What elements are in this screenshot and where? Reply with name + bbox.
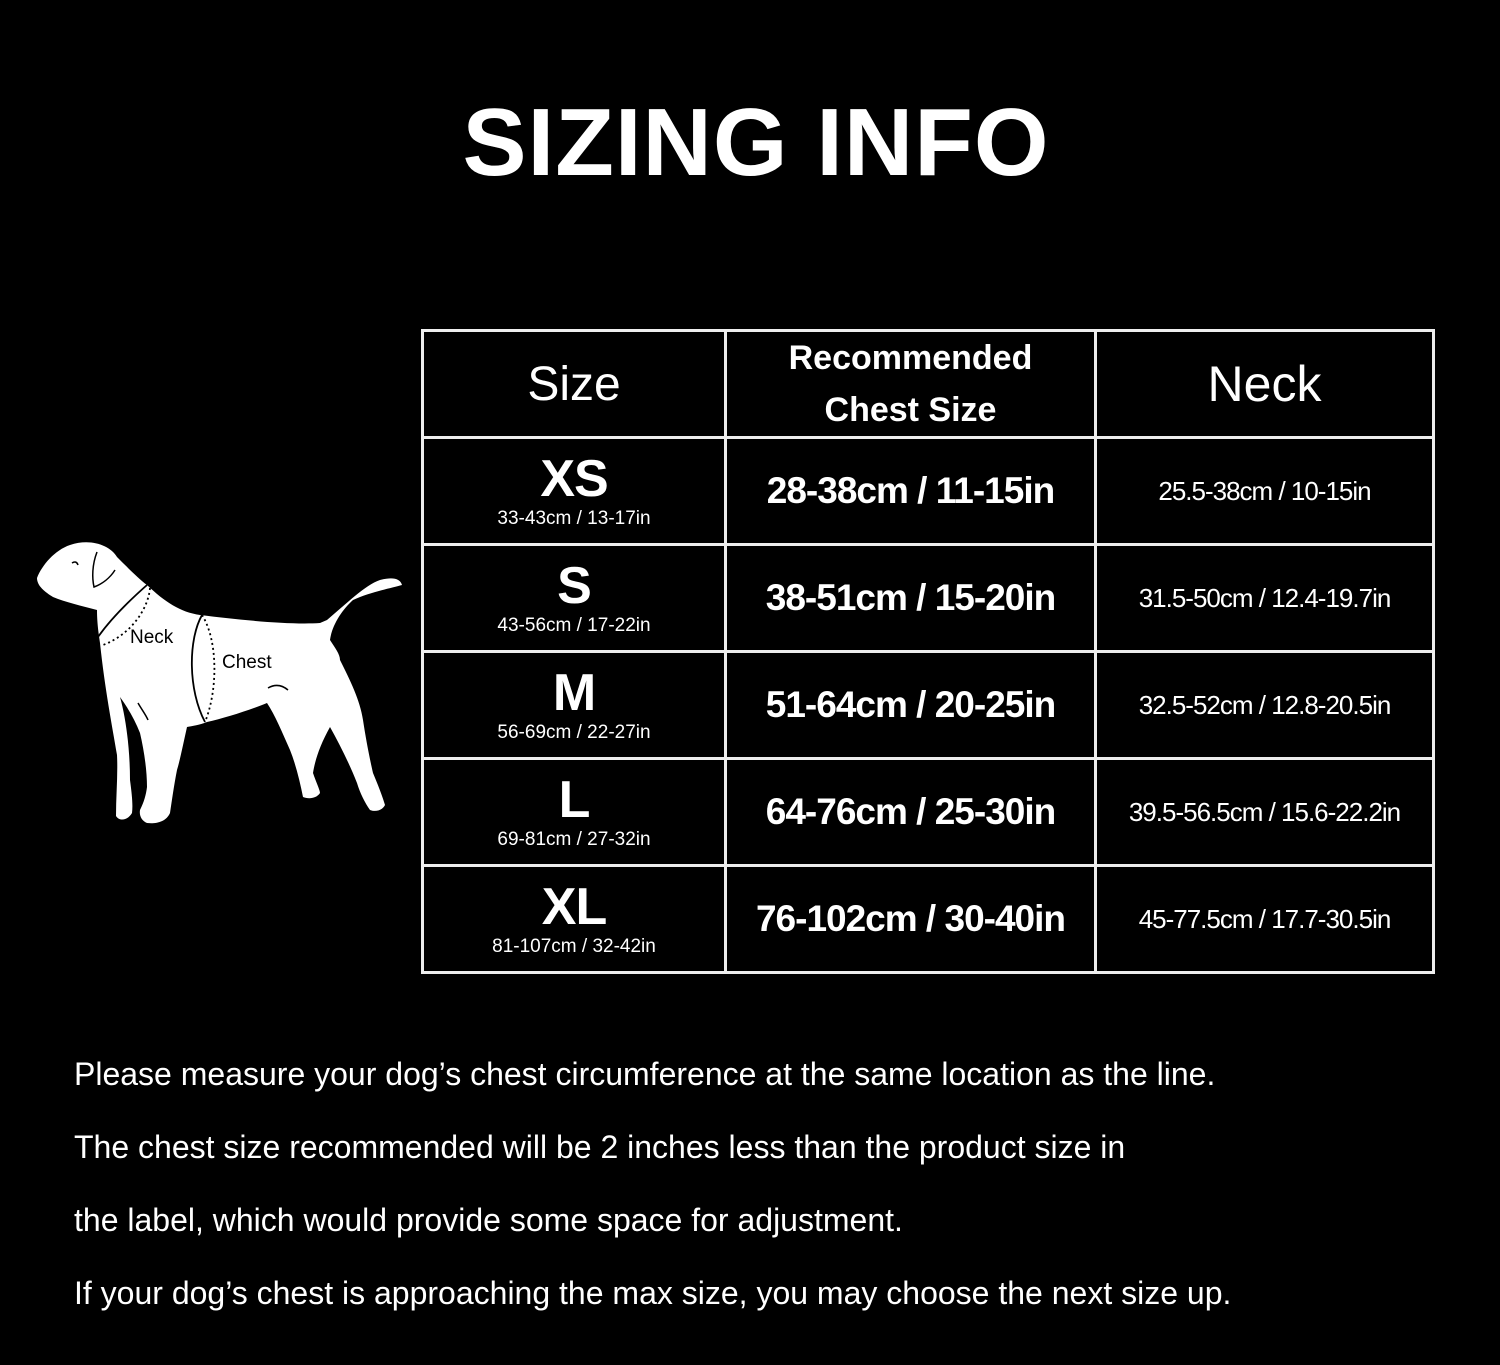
size-label: M — [552, 664, 596, 722]
size-cell: XS 33-43cm / 13-17in — [421, 436, 727, 546]
table-row: XS 33-43cm / 13-17in 28-38cm / 11-15in 25… — [421, 436, 1435, 546]
chest-cell: 64-76cm / 25-30in — [724, 757, 1097, 867]
neck-cell: 31.5-50cm / 12.4-19.7in — [1094, 543, 1435, 653]
size-cell: L 69-81cm / 27-32in — [421, 757, 727, 867]
size-cell: M 56-69cm / 22-27in — [421, 650, 727, 760]
table-row: M 56-69cm / 22-27in 51-64cm / 20-25in 32.… — [421, 650, 1435, 760]
leg-detail — [137, 684, 289, 721]
neck-dotted-line — [102, 587, 151, 646]
dog-measurement-illustration: Neck Chest — [37, 542, 402, 824]
chest-cell: 76-102cm / 30-40in — [724, 864, 1097, 974]
sizing-table: Size Recommended Chest Size Neck XS 33-43… — [421, 329, 1435, 974]
neck-cell: 32.5-52cm / 12.8-20.5in — [1094, 650, 1435, 760]
chest-cell: 51-64cm / 20-25in — [724, 650, 1097, 760]
header-neck: Neck — [1094, 329, 1435, 439]
dog-silhouette — [37, 542, 402, 824]
header-chest-line2: Chest Size — [824, 391, 997, 429]
product-size: 33-43cm / 13-17in — [497, 508, 651, 529]
neck-cell: 45-77.5cm / 17.7-30.5in — [1094, 864, 1435, 974]
neck-cell: 39.5-56.5cm / 15.6-22.2in — [1094, 757, 1435, 867]
note-line: If your dog’s chest is approaching the m… — [74, 1275, 1232, 1311]
header-chest: Recommended Chest Size — [724, 329, 1097, 439]
neck-collar-line — [97, 584, 148, 638]
header-size: Size — [421, 329, 727, 439]
size-label: XS — [540, 450, 608, 508]
measurement-notes: Please measure your dog’s chest circumfe… — [74, 1038, 1231, 1330]
chest-cell: 28-38cm / 11-15in — [724, 436, 1097, 546]
neck-label: Neck — [130, 627, 174, 648]
product-size: 81-107cm / 32-42in — [492, 936, 656, 957]
table-row: S 43-56cm / 17-22in 38-51cm / 15-20in 31.… — [421, 543, 1435, 653]
eye — [71, 561, 79, 566]
chest-label: Chest — [222, 652, 272, 673]
table-header-row: Size Recommended Chest Size Neck — [421, 329, 1435, 439]
table-row: XL 81-107cm / 32-42in 76-102cm / 30-40in … — [421, 864, 1435, 974]
page-title: SIZING INFO — [462, 89, 1050, 196]
note-line: the label, which would provide some spac… — [74, 1202, 903, 1238]
product-size: 56-69cm / 22-27in — [497, 722, 651, 743]
size-label: L — [558, 771, 591, 829]
product-size: 69-81cm / 27-32in — [497, 829, 651, 850]
header-chest-line1: Recommended — [788, 339, 1033, 377]
size-label: S — [557, 557, 592, 615]
chest-solid-line — [190, 614, 206, 723]
size-cell: XL 81-107cm / 32-42in — [421, 864, 727, 974]
neck-cell: 25.5-38cm / 10-15in — [1094, 436, 1435, 546]
size-label: XL — [541, 878, 607, 936]
note-line: Please measure your dog’s chest circumfe… — [74, 1056, 1216, 1092]
chest-cell: 38-51cm / 15-20in — [724, 543, 1097, 653]
size-cell: S 43-56cm / 17-22in — [421, 543, 727, 653]
product-size: 43-56cm / 17-22in — [497, 615, 651, 636]
table-row: L 69-81cm / 27-32in 64-76cm / 25-30in 39.… — [421, 757, 1435, 867]
note-line: The chest size recommended will be 2 inc… — [74, 1129, 1126, 1165]
ear-outline — [92, 551, 116, 589]
